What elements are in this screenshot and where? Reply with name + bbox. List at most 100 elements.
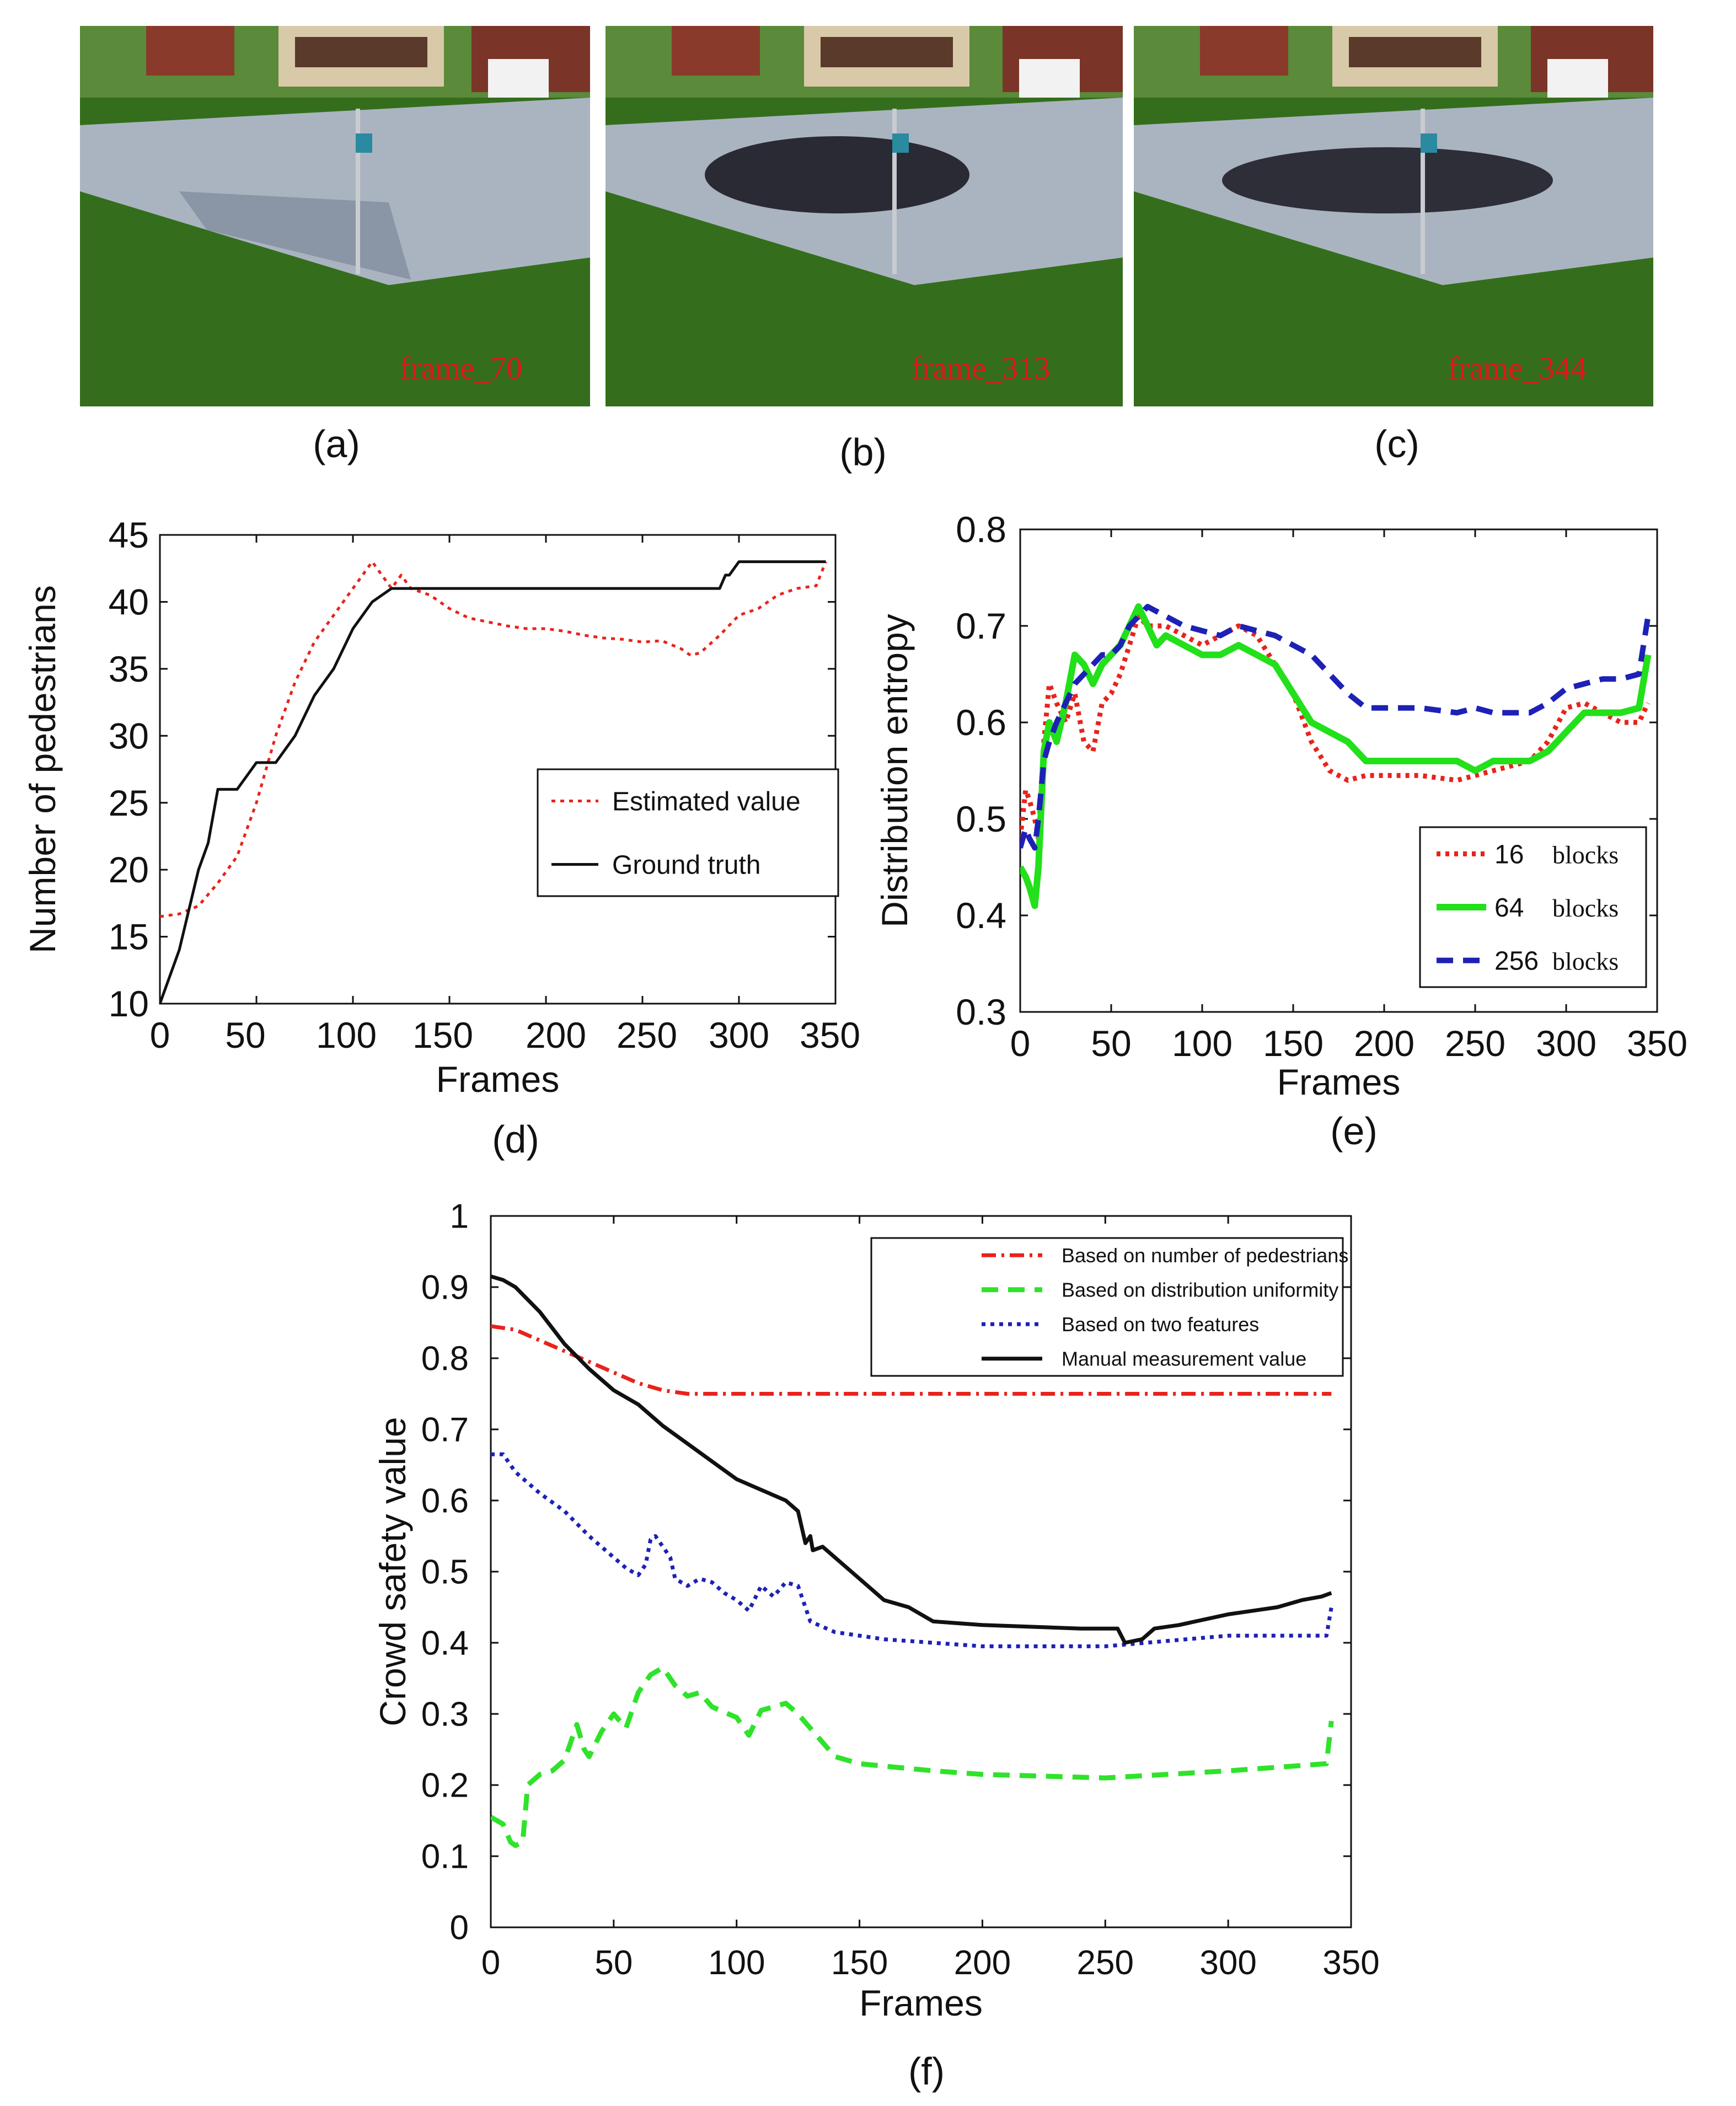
x-tick-label: 200 [954,1944,1011,1982]
x-tick-label: 0 [150,1015,170,1055]
y-tick-label: 0.4 [421,1625,469,1663]
x-tick-label: 300 [709,1015,769,1055]
series-line-estimated-value [160,560,827,918]
frame-label-a: frame_70 [400,350,522,386]
series-line-based-on-distribution-uniformity [491,1665,1334,1848]
legend-label: Based on two features [1062,1313,1259,1336]
y-tick-label: 15 [109,917,149,957]
series-line-based-on-number-of-pedestrians [491,1324,1332,1396]
y-tick-label: 0.5 [421,1553,469,1591]
y-tick-label: 20 [109,849,149,890]
y-tick-label: 0.3 [956,992,1006,1032]
y-tick-label: 45 [109,515,149,555]
legend-label: Ground truth [612,850,760,880]
legend-label: Based on number of pedestrians [1062,1244,1348,1267]
plot-frame-e [1019,528,1658,1013]
y-tick-label: 0.2 [421,1767,469,1805]
x-tick-label: 0 [481,1944,500,1982]
x-axis-label: Frames [1277,1062,1401,1102]
scene-image-a: frame_70 [80,26,590,406]
y-tick-label: 0.7 [956,605,1006,646]
y-tick-label: 0.3 [421,1696,469,1734]
chart-caption: (f) [908,2050,945,2093]
series-line-64-blocks [1020,603,1652,909]
x-tick-label: 200 [1354,1023,1414,1064]
x-tick-label: 200 [526,1015,586,1055]
y-axis-label: Crowd safety value [372,1417,413,1726]
legend-box [870,1237,1344,1377]
frame-label-c: frame_344 [1448,350,1587,386]
chart-caption: (d) [492,1118,539,1161]
x-tick-label: 100 [708,1944,765,1982]
y-tick-label: 0.8 [421,1340,469,1378]
chart-e: 0.3 0.4 0.5 0.6 0.7 0.8 0 50 100 150 200 250 300 350 F… [874,509,1687,1153]
x-tick-label: 300 [1199,1944,1256,1982]
legend-label: Based on distribution uniformity [1062,1278,1338,1301]
y-tick-label: 0.6 [956,702,1006,743]
x-tick-label: 250 [1445,1023,1505,1064]
legend-label: blocks [1552,840,1619,869]
chart-f: 0 0.1 0.2 0.3 0.4 0.5 0.6 0.7 0.8 0.9 1 0 50 100 150 20… [372,1198,1380,2093]
x-tick-label: 50 [594,1944,633,1982]
legend-label: 16 [1494,840,1524,869]
x-tick-label: 100 [1172,1023,1233,1064]
y-tick-label: 25 [109,783,149,823]
legend-e: 16 blocks 64 blocks 256 blocks [1419,826,1647,988]
x-axis-label: Frames [859,1982,983,2023]
y-tick-label: 0.8 [956,509,1006,550]
series-line-ground-truth [160,560,826,1004]
legend-label: Manual measurement value [1062,1347,1306,1370]
x-tick-label: 50 [1091,1023,1131,1064]
y-tick-label: 0.7 [421,1411,469,1449]
y-tick-label: 0.1 [421,1838,469,1876]
y-tick-label: 10 [109,983,149,1024]
x-tick-label: 350 [800,1015,860,1055]
x-tick-label: 150 [1263,1023,1324,1064]
x-tick-label: 250 [1077,1944,1134,1982]
photo-frame-a: frame_70 [80,26,590,406]
legend-label: blocks [1552,894,1619,922]
x-tick-label: 150 [412,1015,473,1055]
photo-frame-c: frame_344 [1134,26,1653,406]
series-line-256-blocks [1020,604,1651,851]
legend-box [537,768,839,897]
caption-b: (b) [839,431,887,474]
y-tick-label: 0.4 [956,895,1006,936]
chart-d: 10 15 20 25 30 35 40 45 0 50 100 150 200 250 300 350 Fra… [22,515,860,1161]
x-tick-label: 0 [1010,1023,1031,1064]
y-tick-label: 0 [450,1909,469,1947]
legend-label: blocks [1552,947,1619,976]
scene-image-b: frame_313 [606,26,1123,406]
chart-caption: (e) [1330,1110,1378,1153]
scene-image-c: frame_344 [1134,26,1653,406]
x-tick-label: 350 [1322,1944,1379,1982]
x-tick-label: 350 [1627,1023,1687,1064]
y-axis-label: Distribution entropy [874,614,915,928]
x-axis-label: Frames [436,1059,560,1100]
y-tick-label: 40 [109,582,149,623]
y-tick-label: 0.5 [956,799,1006,839]
caption-a: (a) [313,422,360,465]
series-line-manual-measurement-value [491,1274,1332,1645]
x-tick-label: 100 [316,1015,377,1055]
legend-label: Estimated value [612,787,801,816]
legend-label: 256 [1494,947,1539,976]
legend-d: Estimated value Ground truth [537,768,839,897]
caption-c: (c) [1374,422,1419,465]
y-tick-label: 30 [109,715,149,756]
y-axis-label: Number of pedestrians [22,585,63,953]
y-tick-label: 35 [109,649,149,689]
x-tick-label: 300 [1536,1023,1596,1064]
legend-f: Based on number of pedestrians Based on d… [870,1237,1348,1377]
y-tick-label: 0.9 [421,1269,469,1307]
x-tick-label: 50 [225,1015,265,1055]
series-line-based-on-two-features [491,1452,1333,1648]
x-tick-label: 150 [831,1944,888,1982]
frame-label-b: frame_313 [912,350,1050,386]
y-tick-label: 0.6 [421,1482,469,1520]
photo-frame-b: frame_313 [606,26,1123,406]
y-tick-label: 1 [450,1198,469,1236]
legend-label: 64 [1494,893,1524,923]
x-tick-label: 250 [617,1015,677,1055]
